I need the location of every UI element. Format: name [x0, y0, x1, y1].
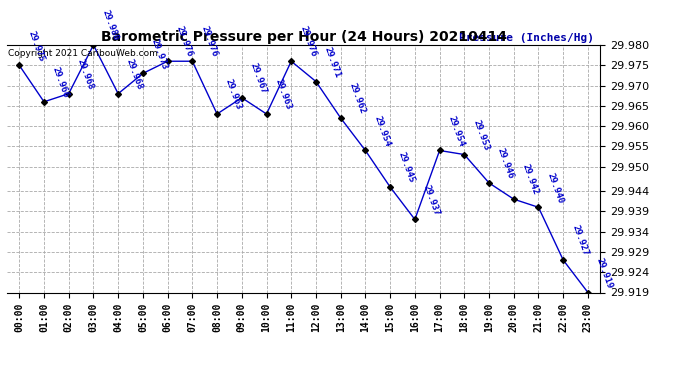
Text: 29.976: 29.976: [175, 25, 194, 58]
Text: 29.971: 29.971: [323, 45, 342, 79]
Title: Barometric Pressure per Hour (24 Hours) 20210414: Barometric Pressure per Hour (24 Hours) …: [101, 30, 506, 44]
Text: 29.953: 29.953: [471, 118, 491, 152]
Text: 29.980: 29.980: [100, 9, 120, 42]
Text: 29.942: 29.942: [521, 163, 540, 196]
Text: 29.946: 29.946: [496, 147, 515, 180]
Text: 29.945: 29.945: [397, 151, 417, 184]
Text: Copyright 2021 CaribouWeb.com: Copyright 2021 CaribouWeb.com: [8, 49, 158, 58]
Text: 29.975: 29.975: [26, 29, 46, 63]
Text: 29.919: 29.919: [595, 256, 614, 290]
Text: 29.937: 29.937: [422, 183, 442, 217]
Text: 29.966: 29.966: [51, 66, 70, 99]
Text: Pressure (Inches/Hg): Pressure (Inches/Hg): [460, 33, 594, 42]
Text: 29.927: 29.927: [570, 224, 590, 257]
Text: 29.962: 29.962: [348, 82, 367, 115]
Text: 29.940: 29.940: [545, 171, 565, 204]
Text: 29.968: 29.968: [125, 57, 145, 91]
Text: 29.976: 29.976: [298, 25, 317, 58]
Text: 29.963: 29.963: [224, 78, 244, 111]
Text: 29.967: 29.967: [248, 62, 268, 95]
Text: 29.976: 29.976: [199, 25, 219, 58]
Text: 29.963: 29.963: [273, 78, 293, 111]
Text: 29.968: 29.968: [76, 57, 95, 91]
Text: 29.973: 29.973: [150, 37, 169, 70]
Text: 29.954: 29.954: [373, 114, 392, 148]
Text: 29.954: 29.954: [446, 114, 466, 148]
